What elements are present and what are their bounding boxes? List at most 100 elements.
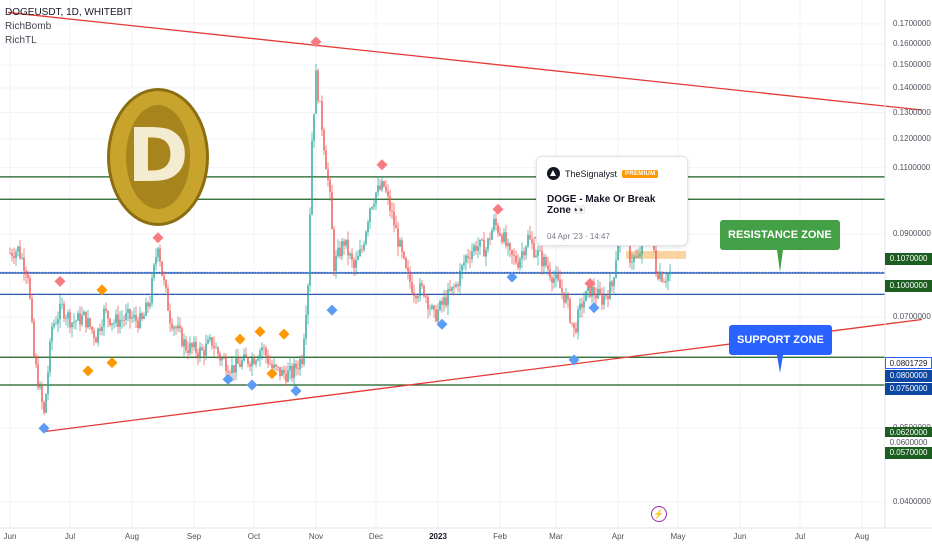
- candle: [181, 326, 183, 348]
- candle: [15, 248, 17, 266]
- idea-title[interactable]: DOGE - Make Or Break Zone 👀: [547, 194, 656, 216]
- candle-body: [49, 341, 51, 373]
- candle: [441, 296, 443, 313]
- candle-body: [371, 206, 373, 209]
- candle: [391, 201, 393, 219]
- candle: [51, 322, 53, 350]
- candle-body: [661, 272, 663, 282]
- candle: [439, 299, 441, 312]
- candle-body: [103, 308, 105, 327]
- candle: [523, 247, 525, 261]
- candle: [605, 294, 607, 300]
- candle: [421, 279, 423, 289]
- idea-card[interactable]: TheSignalyst PREMIUM DOGE - Make Or Brea…: [536, 156, 688, 246]
- candle: [581, 297, 583, 318]
- signal-markers: [38, 36, 630, 434]
- candle: [65, 314, 67, 326]
- candle-body: [85, 311, 87, 328]
- candle-body: [67, 312, 69, 319]
- candle-body: [391, 210, 393, 212]
- candle: [415, 294, 417, 305]
- candle: [635, 249, 637, 259]
- candle: [317, 68, 319, 104]
- candle-body: [403, 251, 405, 258]
- signal-marker-diamond: [246, 379, 258, 391]
- candle-body: [481, 239, 483, 241]
- candle-body: [451, 286, 453, 291]
- candle: [383, 180, 385, 188]
- y-tick-label: 0.1400000: [893, 83, 931, 93]
- candle: [187, 341, 189, 360]
- candle: [457, 281, 459, 293]
- candle-body: [467, 255, 469, 258]
- candle: [669, 263, 671, 282]
- candle-body: [427, 297, 429, 310]
- candle-body: [139, 313, 141, 329]
- candle: [361, 244, 363, 254]
- candle-body: [479, 239, 481, 247]
- candle-body: [57, 319, 59, 324]
- candle: [35, 352, 37, 368]
- candle-body: [423, 285, 425, 297]
- candle: [495, 212, 497, 231]
- candle-body: [463, 262, 465, 266]
- candle-body: [283, 369, 285, 374]
- candle: [375, 191, 377, 210]
- candle-body: [55, 323, 57, 325]
- candle-body: [605, 295, 607, 297]
- indicator-richbomb[interactable]: RichBomb: [5, 21, 52, 32]
- candle: [131, 311, 133, 323]
- candle-body: [585, 290, 587, 302]
- candle: [221, 355, 223, 367]
- candle: [53, 319, 55, 330]
- candle: [637, 248, 639, 259]
- candle: [491, 227, 493, 241]
- candle-body: [509, 243, 511, 251]
- candle-body: [615, 260, 617, 278]
- candle-body: [617, 244, 619, 261]
- price-tag-lower-bottom: 0.0570000: [885, 447, 932, 459]
- candle: [189, 336, 191, 356]
- candle: [155, 248, 157, 271]
- lightning-icon[interactable]: ⚡: [651, 506, 667, 522]
- signal-marker-diamond: [152, 232, 164, 244]
- indicator-richtl[interactable]: RichTL: [5, 35, 37, 46]
- candle: [57, 311, 59, 333]
- signal-marker-diamond: [588, 302, 600, 314]
- candle: [599, 281, 601, 296]
- candle-body: [393, 211, 395, 225]
- idea-author-row: TheSignalyst PREMIUM: [547, 167, 677, 180]
- candle-body: [553, 278, 555, 283]
- candle: [159, 244, 161, 267]
- signal-marker-diamond: [436, 318, 448, 330]
- candle: [569, 297, 571, 324]
- candle: [185, 335, 187, 354]
- candle-body: [205, 343, 207, 356]
- candle-body: [571, 322, 573, 324]
- idea-author[interactable]: TheSignalyst: [565, 168, 618, 179]
- candle-body: [567, 294, 569, 300]
- candle-body: [295, 363, 297, 369]
- candle: [455, 281, 457, 289]
- candle: [481, 237, 483, 242]
- candle: [513, 247, 515, 266]
- candle-body: [439, 301, 441, 310]
- candle: [393, 203, 395, 233]
- candle-body: [151, 277, 153, 304]
- candle-body: [335, 255, 337, 271]
- y-tick-label: 0.0400000: [893, 497, 931, 507]
- candle: [163, 271, 165, 286]
- candle-body: [289, 365, 291, 371]
- candle-body: [443, 297, 445, 305]
- candle: [203, 346, 205, 366]
- candle-body: [613, 277, 615, 287]
- candle: [363, 240, 365, 253]
- candle-body: [591, 286, 593, 297]
- resistance-zone-text: RESISTANCE ZONE: [728, 229, 832, 241]
- candle-body: [97, 328, 99, 343]
- candle-body: [25, 270, 27, 275]
- candle-body: [153, 264, 155, 278]
- candle-body: [181, 328, 183, 347]
- candle-body: [277, 366, 279, 368]
